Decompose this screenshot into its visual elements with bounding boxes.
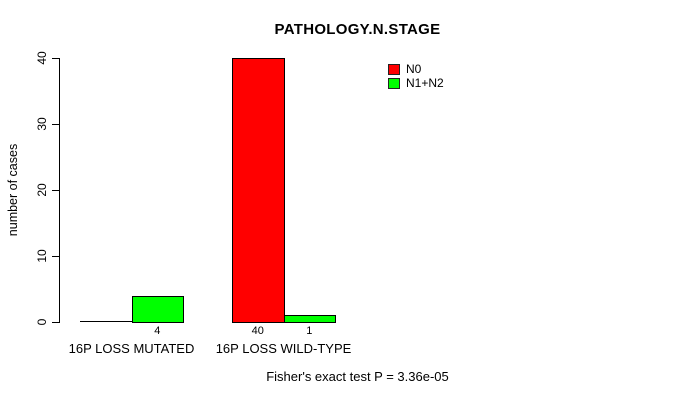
y-axis-label: number of cases: [6, 143, 20, 237]
legend-item-N0: N0: [388, 63, 444, 76]
legend-label: N1+N2: [406, 76, 444, 90]
y-axis-tick: [52, 322, 59, 323]
y-axis-tick-label: 30: [35, 117, 49, 131]
bar-value-label: 40: [251, 325, 264, 337]
y-axis-line: [59, 58, 60, 323]
x-category-label: 16P LOSS MUTATED: [68, 341, 195, 356]
y-axis-tick: [52, 124, 59, 125]
chart-title: PATHOLOGY.N.STAGE: [274, 21, 441, 38]
legend-item-N1+N2: N1+N2: [388, 77, 444, 90]
legend-swatch-N0: [388, 64, 400, 75]
bar-value-label: 4: [154, 325, 161, 337]
y-axis-tick: [52, 58, 59, 59]
y-axis-tick: [52, 256, 59, 257]
legend-label: N0: [406, 62, 422, 76]
legend-swatch-N1+N2: [388, 78, 400, 89]
y-axis-tick-label: 40: [35, 51, 49, 65]
bar-N0-1: [232, 58, 285, 323]
x-category-label: 16P LOSS WILD-TYPE: [215, 341, 352, 356]
legend: N0 N1+N2: [388, 63, 444, 91]
bar-N1+N2-0: [131, 295, 184, 323]
y-axis-tick-label: 0: [35, 318, 49, 326]
bar-value-label: 1: [306, 325, 313, 337]
y-axis-tick: [52, 190, 59, 191]
bar-N1+N2-1: [283, 315, 336, 323]
annotation-text: Fisher's exact test P = 3.36e-05: [266, 369, 449, 384]
y-axis-tick-label: 10: [35, 249, 49, 263]
y-axis-tick-label: 20: [35, 183, 49, 197]
bar-zero-N0-0: [80, 321, 133, 322]
